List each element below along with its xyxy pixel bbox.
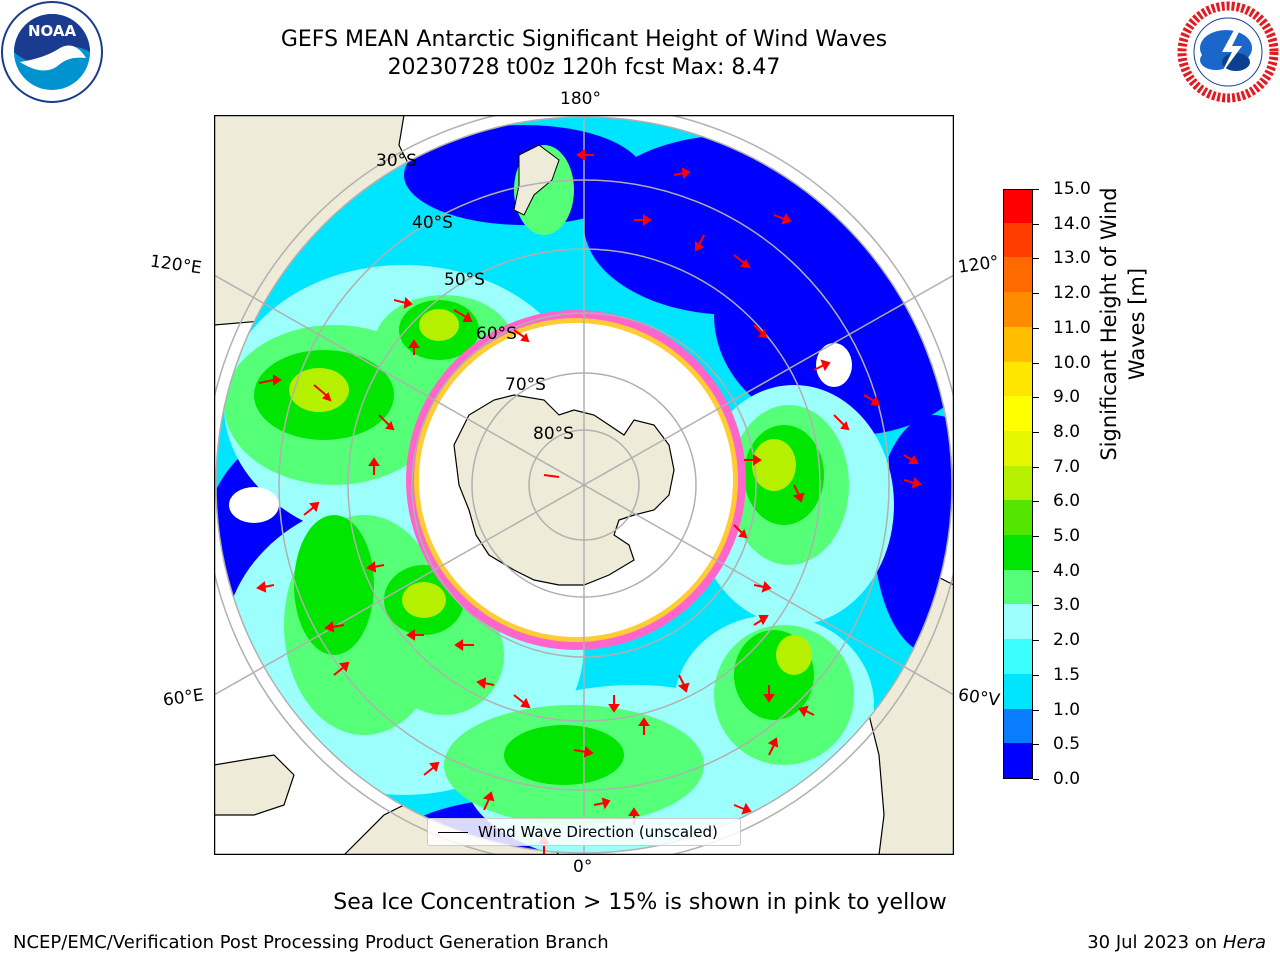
colorbar-segment <box>1004 465 1032 501</box>
colorbar-tick-label: 3.0 <box>1053 595 1081 616</box>
colorbar-segment <box>1004 430 1032 466</box>
colorbar-segment <box>1004 534 1032 570</box>
colorbar-segment <box>1004 361 1032 397</box>
lon-label-0: 0° <box>573 857 593 877</box>
colorbar-tick-label: 0.5 <box>1053 734 1081 755</box>
lat-label-40s: 40°S <box>412 213 453 233</box>
colorbar-segment <box>1004 222 1032 258</box>
colorbar-tick-label: 2.0 <box>1053 630 1081 651</box>
colorbar-tick <box>1033 744 1039 746</box>
credit-line: NCEP/EMC/Verification Post Processing Pr… <box>13 932 609 953</box>
colorbar-tick <box>1033 570 1039 572</box>
noaa-logo-text: NOAA <box>28 22 77 40</box>
sea-ice-footnote: Sea Ice Concentration > 15% is shown in … <box>333 890 947 915</box>
madagascar-land <box>214 754 295 816</box>
colorbar-tick <box>1033 501 1039 503</box>
wind-wave-arrows <box>256 149 922 855</box>
colorbar-tick <box>1033 223 1039 225</box>
colorbar-tick <box>1033 327 1039 329</box>
colorbar-segment <box>1004 499 1032 536</box>
wave-height-field <box>216 117 952 853</box>
colorbar-tick-label: 12.0 <box>1053 283 1091 304</box>
colorbar-tick-label: 1.0 <box>1053 699 1081 720</box>
polar-map <box>214 115 954 855</box>
colorbar-segment <box>1004 395 1032 431</box>
colorbar-segment <box>1004 291 1032 327</box>
colorbar-segment <box>1004 638 1032 674</box>
lon-label-120e: 120°E <box>148 251 203 279</box>
lat-label-60s: 60°S <box>476 324 517 344</box>
colorbar-tick <box>1033 605 1039 607</box>
colorbar-tick-label: 8.0 <box>1053 421 1081 442</box>
legend-line-icon <box>438 831 468 833</box>
lon-label-120w: 120° <box>956 252 1001 278</box>
lon-label-60w: 60°V <box>956 685 1001 711</box>
legend-label: Wind Wave Direction (unscaled) <box>478 823 718 841</box>
colorbar-segment <box>1004 673 1032 709</box>
colorbar-tick-label: 4.0 <box>1053 560 1081 581</box>
colorbar-tick <box>1033 362 1039 364</box>
colorbar <box>1003 189 1033 779</box>
date-text: 30 Jul 2023 on <box>1087 932 1223 953</box>
machine-name: Hera <box>1222 932 1266 953</box>
colorbar-tick-label: 10.0 <box>1053 352 1091 373</box>
colorbar-segment <box>1004 742 1032 778</box>
colorbar-tick-label: 11.0 <box>1053 317 1091 338</box>
lat-label-30s: 30°S <box>376 151 417 171</box>
colorbar-tick-label: 15.0 <box>1053 179 1091 199</box>
colorbar-tick <box>1033 293 1039 295</box>
colorbar-tick <box>1033 640 1039 642</box>
colorbar-tick <box>1033 709 1039 711</box>
colorbar-tick <box>1033 258 1039 260</box>
colorbar-tick <box>1033 397 1039 399</box>
colorbar-tick-label: 1.5 <box>1053 664 1081 685</box>
lon-label-60e: 60°E <box>161 685 206 711</box>
colorbar-tick-label: 9.0 <box>1053 387 1081 408</box>
title-line-1: GEFS MEAN Antarctic Significant Height o… <box>280 27 888 52</box>
new-zealand-land <box>513 144 560 216</box>
date-line: 30 Jul 2023 on Hera <box>1087 932 1266 953</box>
colorbar-tick-label: 5.0 <box>1053 526 1081 547</box>
colorbar-tick-label: 13.0 <box>1053 248 1091 269</box>
graticule <box>214 115 954 855</box>
lat-label-50s: 50°S <box>444 270 485 290</box>
colorbar-tick-label: 14.0 <box>1053 213 1091 234</box>
colorbar-tick <box>1033 536 1039 538</box>
colorbar-segment <box>1004 190 1032 223</box>
colorbar-tick <box>1033 431 1039 433</box>
colorbar-segment <box>1004 603 1032 640</box>
colorbar-tick <box>1033 674 1039 676</box>
colorbar-tick <box>1033 189 1039 190</box>
colorbar-tick-label: 0.0 <box>1053 769 1081 789</box>
title-line-2: 20230728 t00z 120h fcst Max: 8.47 <box>387 55 781 80</box>
national-weather-service-logo-icon <box>1177 1 1279 103</box>
map-legend: Wind Wave Direction (unscaled) <box>427 818 741 846</box>
colorbar-tick <box>1033 466 1039 468</box>
colorbar-tick-label: 6.0 <box>1053 491 1081 512</box>
lat-label-80s: 80°S <box>533 424 574 444</box>
colorbar-segment <box>1004 326 1032 362</box>
colorbar-segment <box>1004 256 1032 293</box>
colorbar-tick-label: 7.0 <box>1053 456 1081 477</box>
chart-title: GEFS MEAN Antarctic Significant Height o… <box>214 26 954 82</box>
colorbar-tick <box>1033 779 1039 780</box>
lat-label-70s: 70°S <box>505 375 546 395</box>
colorbar-segment <box>1004 708 1032 744</box>
lon-label-180: 180° <box>560 89 601 109</box>
colorbar-segment <box>1004 569 1032 605</box>
map-border <box>214 115 954 855</box>
colorbar-title: Significant Height of Wind Waves [m] <box>1097 187 1149 461</box>
noaa-logo-icon: NOAA <box>1 1 103 103</box>
